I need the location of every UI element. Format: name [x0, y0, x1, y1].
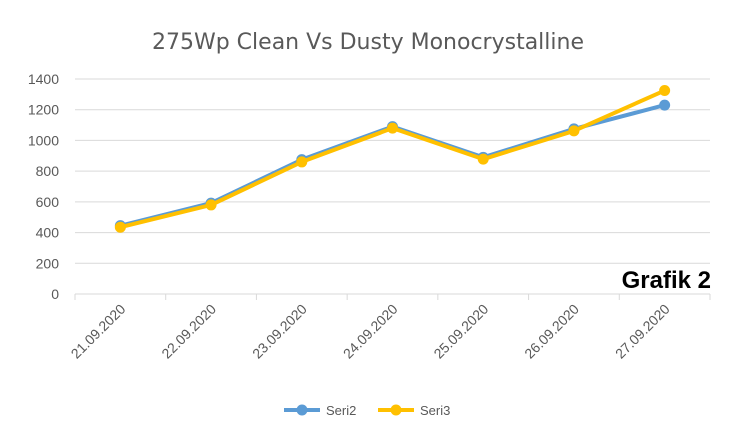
x-tick-label: 26.09.2020 [521, 301, 582, 362]
chart-title: 275Wp Clean Vs Dusty Monocrystalline [152, 30, 584, 55]
data-point-seri3 [114, 221, 126, 233]
y-tick-label: 200 [36, 255, 60, 271]
x-tick-label: 22.09.2020 [158, 301, 219, 362]
series-line-seri3 [118, 88, 667, 230]
data-point-seri3 [659, 85, 671, 97]
y-tick-label: 600 [36, 194, 60, 210]
x-tick-label: 24.09.2020 [340, 301, 401, 362]
legend: Seri2 Seri3 [284, 403, 450, 418]
x-tick-label: 23.09.2020 [249, 301, 310, 362]
legend-marker-seri2 [296, 404, 308, 416]
x-axis-ticks: 21.09.2020 22.09.2020 23.09.2020 24.09.2020… [68, 294, 711, 362]
grafik-label: Grafik 2 [622, 267, 711, 294]
y-tick-label: 1400 [28, 71, 59, 87]
gridlines [75, 78, 710, 264]
legend-label-seri3: Seri3 [420, 403, 450, 418]
data-point-seri2 [659, 99, 671, 111]
data-point-seri3 [387, 122, 398, 134]
data-point-seri3 [568, 125, 580, 137]
legend-marker-seri3 [390, 404, 402, 416]
data-point-seri3 [205, 199, 217, 211]
x-tick-label: 25.09.2020 [430, 301, 491, 362]
y-tick-label: 0 [51, 286, 59, 302]
series-lines [114, 85, 671, 233]
data-point-seri3 [296, 156, 308, 168]
data-point-seri3 [477, 153, 489, 165]
x-tick-label: 27.09.2020 [612, 301, 673, 362]
legend-label-seri2: Seri2 [326, 403, 356, 418]
y-tick-label: 1000 [28, 132, 59, 148]
y-axis-ticks: 0 200 400 600 800 1000 1200 1400 [28, 71, 59, 302]
y-tick-label: 400 [36, 225, 60, 241]
y-tick-label: 800 [36, 163, 60, 179]
x-tick-label: 21.09.2020 [68, 301, 129, 362]
y-tick-label: 1200 [28, 102, 59, 118]
